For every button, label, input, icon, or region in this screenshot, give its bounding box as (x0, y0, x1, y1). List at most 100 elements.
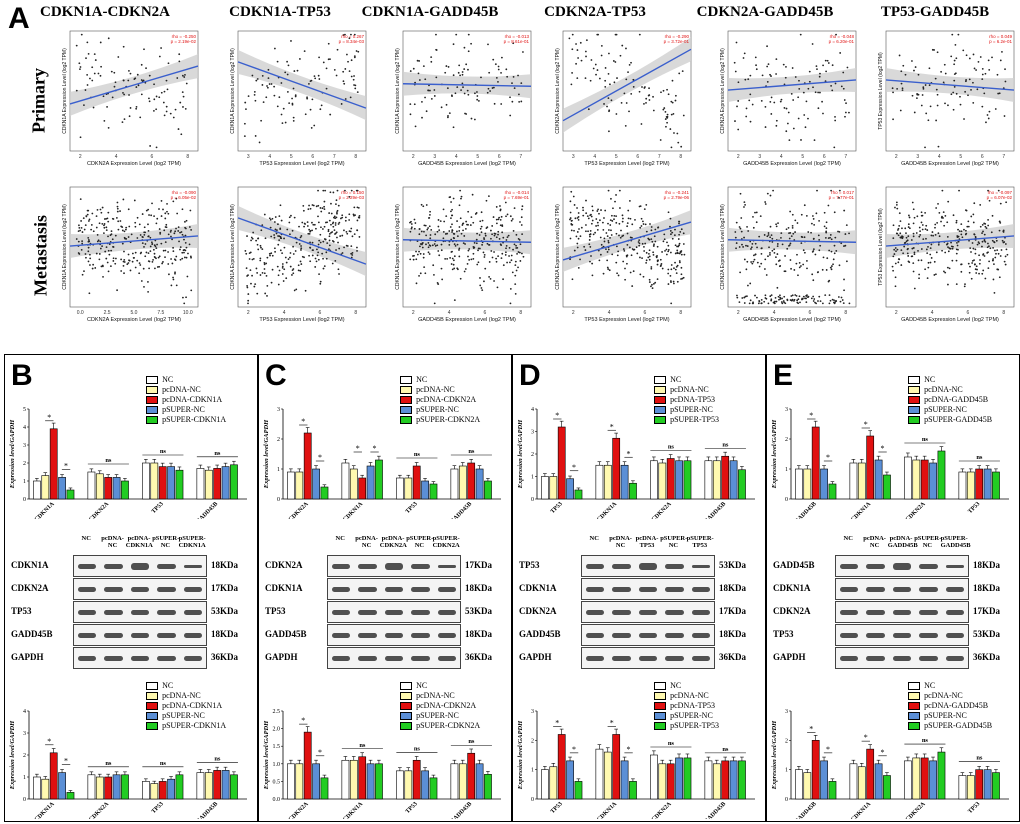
scatter-point (796, 253, 798, 256)
scatter-point (460, 232, 463, 235)
scatter-point (645, 204, 648, 206)
p-text: p = 7.77e-01 (829, 195, 855, 200)
scatter-point (285, 261, 288, 264)
bar (320, 486, 329, 500)
legend-item: pSUPER-CDKN2A (400, 721, 480, 731)
scatter-point (913, 111, 916, 114)
sig-star: * (555, 411, 559, 420)
scatter-point (962, 49, 965, 52)
scatter-point (162, 101, 165, 104)
scatter-point (437, 250, 440, 252)
scatter-point (412, 255, 414, 257)
scatter-point (941, 189, 944, 192)
scatter-point (331, 222, 334, 225)
legend-label: pcDNA-TP53 (670, 395, 715, 404)
bar (966, 775, 975, 800)
scatter-point (621, 44, 624, 47)
scatter-point (580, 59, 583, 62)
scatter-point (310, 79, 313, 82)
scatter-point (746, 225, 748, 228)
scatter-point (993, 291, 996, 294)
legend-swatch (400, 386, 413, 394)
scatter-point (264, 237, 267, 240)
scatter-point (473, 241, 476, 244)
scatter-point (317, 221, 320, 224)
bar (230, 774, 238, 800)
scatter-point (409, 103, 412, 106)
scatter-point (334, 222, 337, 224)
p-text: p = 6.2e-01 (989, 39, 1012, 44)
scatter-point (833, 302, 836, 305)
scatter-point (803, 251, 806, 254)
scatter-point (283, 246, 286, 249)
scatter-point (677, 141, 680, 144)
scatter-point (313, 124, 316, 127)
scatter-point (512, 75, 515, 78)
scatter-point (468, 259, 471, 261)
scatter-point (734, 236, 737, 239)
y-tick: 4 (23, 709, 26, 715)
scatter-point (318, 78, 321, 80)
y-tick: 3 (23, 443, 26, 449)
scatter-point (107, 126, 110, 129)
bar (738, 760, 746, 800)
scatter-point (576, 49, 579, 51)
legend-label: pcDNA-GADD45B (924, 701, 989, 710)
scatter-point (247, 302, 249, 305)
y-tick: 0 (531, 497, 534, 503)
scatter-point (610, 214, 613, 217)
scatter-point (505, 68, 508, 71)
scatter-point (769, 236, 772, 239)
scatter-point (967, 220, 970, 223)
scatter-point (918, 273, 921, 276)
scatter-point (661, 251, 663, 253)
scatter-point (742, 246, 744, 248)
scatter-point (273, 94, 276, 97)
x-tick: 0.0 (77, 310, 84, 316)
scatter-point (981, 105, 984, 108)
x-axis-label: TP53 Expression Level (log2 TPM) (584, 317, 669, 323)
scatter-point (301, 255, 304, 258)
blot-band (612, 632, 631, 638)
scatter-point (766, 235, 769, 238)
scatter-point (313, 75, 316, 78)
kda-label: 18KDa (211, 560, 238, 570)
scatter-point (289, 252, 292, 254)
legend-swatch (146, 722, 159, 730)
scatter-point (789, 210, 792, 213)
scatter-point (174, 230, 177, 233)
bar (920, 459, 929, 500)
scatter-point (357, 206, 360, 209)
legend-item: pcDNA-CDKN2A (400, 395, 480, 405)
scatter-point (901, 87, 904, 90)
scatter-point (409, 70, 412, 72)
bar (33, 776, 41, 800)
scatter-point (509, 288, 512, 290)
scatter-point (770, 294, 773, 297)
legend-item: pcDNA-CDKN1A (146, 701, 226, 711)
scatter-point (292, 253, 295, 255)
scatter-point (452, 43, 455, 46)
scatter-point (663, 233, 666, 236)
scatter-point (472, 252, 475, 255)
scatter-point (410, 223, 413, 225)
scatter-point (632, 78, 635, 81)
scatter-point (763, 234, 766, 236)
scatter-point (329, 191, 332, 194)
scatter-point (450, 263, 453, 265)
scatter-point (114, 262, 117, 265)
scatter-point (1003, 260, 1006, 263)
scatter-point (434, 245, 437, 247)
scatter-point (476, 263, 479, 266)
scatter-point (937, 232, 940, 235)
scatter-point (492, 86, 495, 89)
scatter-point (781, 243, 784, 246)
scatter-point (147, 223, 149, 226)
trend-line (237, 217, 367, 265)
scatter-point (479, 284, 482, 287)
scatter-point (739, 227, 742, 230)
scatter-point (275, 232, 278, 235)
scatter-point (784, 302, 787, 305)
scatter-point (294, 95, 297, 98)
scatter-point (839, 52, 842, 54)
